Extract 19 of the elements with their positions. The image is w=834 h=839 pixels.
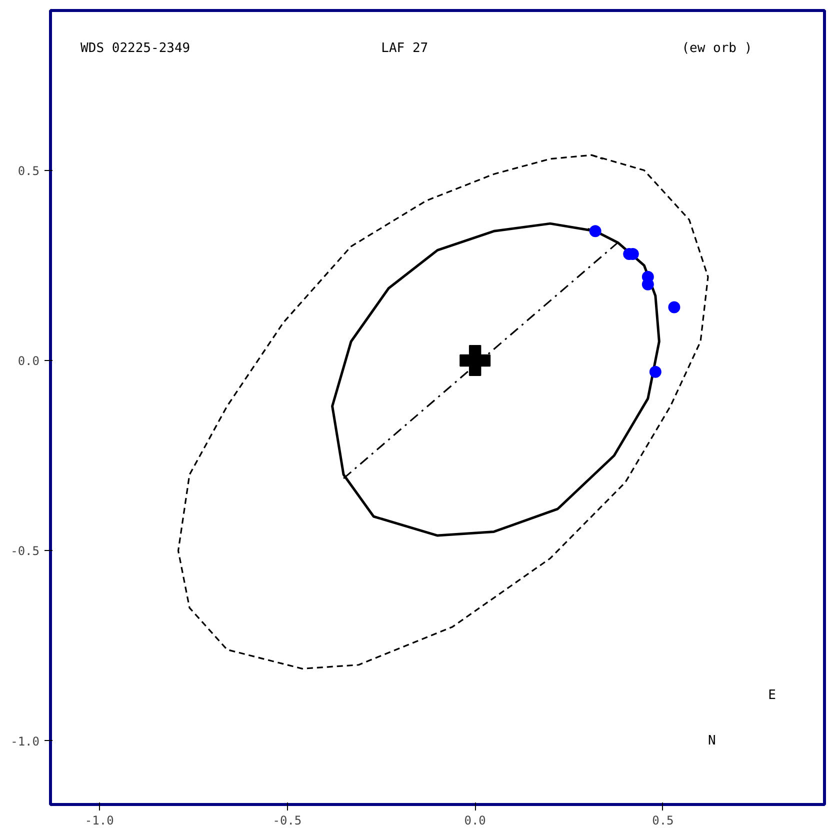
- annotation: N: [708, 734, 716, 749]
- x-tick-label: -0.5: [272, 814, 302, 828]
- point: [589, 225, 602, 238]
- y-tick-label: -1.0: [10, 734, 40, 748]
- x-tick-label: 0.0: [464, 814, 486, 828]
- y-tick-label: 0.0: [18, 354, 40, 368]
- y-tick-label: -0.5: [10, 544, 40, 558]
- line-series: [331, 222, 660, 537]
- x-tick-label: -1.0: [84, 814, 114, 828]
- annotation: E: [768, 688, 776, 703]
- annotation: (ew orb ): [682, 41, 752, 56]
- line-series: [177, 154, 709, 670]
- point: [460, 345, 491, 376]
- point: [649, 366, 662, 378]
- annotation: LAF 27: [381, 41, 428, 56]
- point: [668, 301, 680, 314]
- y-tick-label: 0.5: [18, 164, 40, 178]
- x-tick-label: 0.5: [652, 814, 674, 828]
- annotation: WDS 02225-2349: [80, 41, 190, 56]
